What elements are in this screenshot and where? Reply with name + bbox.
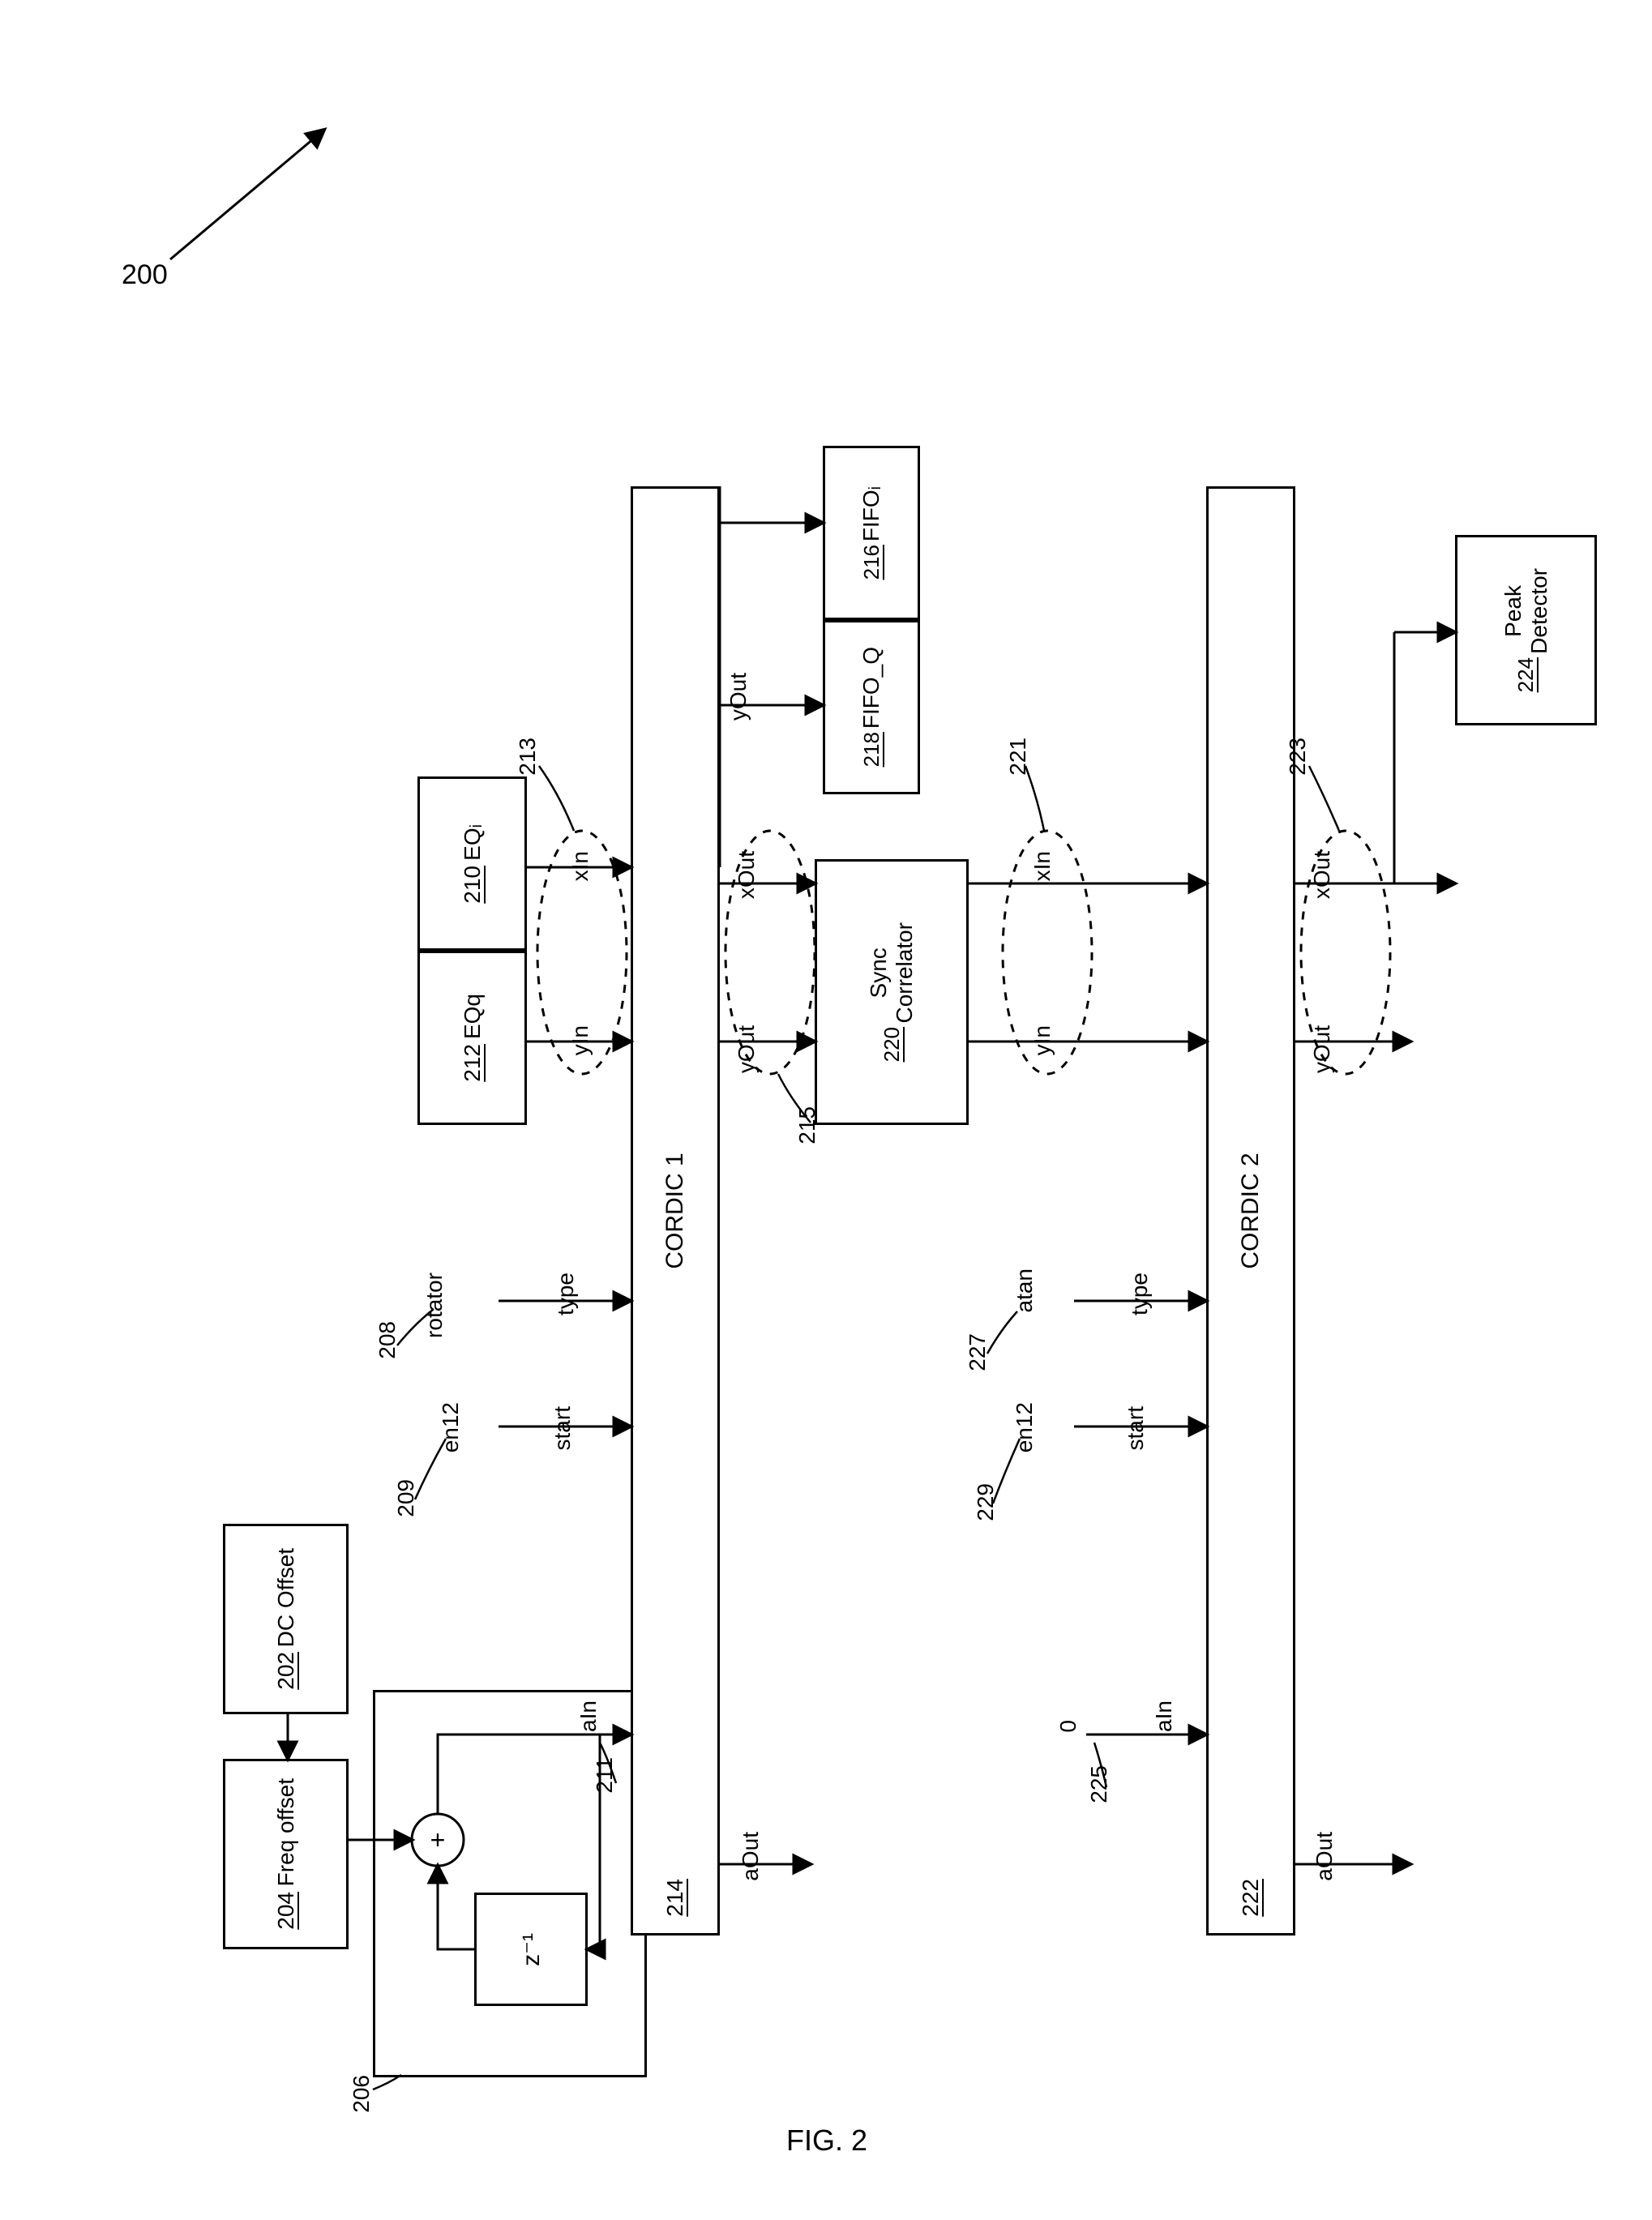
block-eq-i: EQᵢ 210 [417,776,527,951]
cordic1-ref: 214 [662,1879,687,1917]
sync-label1: Sync [866,947,891,998]
block-delay: z⁻¹ [474,1893,588,2006]
callout-211: 211 [592,1757,618,1794]
cordic2-label: CORDIC 2 [1237,1153,1264,1268]
sig-zero: 0 [1055,1720,1081,1733]
diagram-root: 200 DC Offset 202 Freq offset 204 z⁻¹ 20… [32,32,1620,2188]
freq-offset-label: Freq offset [273,1778,298,1886]
sig-en12-1: en12 [438,1402,464,1452]
peak-ref: 224 [1513,657,1538,692]
sig-en12-2: en12 [1012,1402,1038,1452]
sig-start-2: start [1123,1406,1149,1450]
sig-rotator: rotator [422,1273,447,1338]
block-cordic2: CORDIC 2 222 [1206,486,1295,1936]
sig-aout-2: aOut [1312,1832,1337,1881]
sig-yout-1: yOut [734,1025,760,1073]
block-sync-correlator: Sync Correlator 220 [815,859,969,1125]
fifo-q-label: FIFO_Q [858,647,884,729]
block-eq-q: EQq 212 [417,951,527,1125]
fifo-i-ref: 216 [859,545,884,580]
sig-xin-2: xIn [1029,851,1055,881]
eq-i-ref: 210 [460,866,485,904]
freq-offset-ref: 204 [273,1892,298,1930]
dc-offset-ref: 202 [273,1652,298,1690]
block-accumulator [373,1690,647,2077]
fifo-q-ref: 218 [859,732,884,767]
block-fifo-i: FIFOᵢ 216 [823,446,920,620]
cordic1-label: CORDIC 1 [661,1153,688,1268]
callout-208: 208 [374,1321,400,1359]
block-dc-offset: DC Offset 202 [223,1524,349,1714]
figure-number: 200 [122,259,168,291]
block-freq-offset: Freq offset 204 [223,1759,349,1949]
sig-yout-fifoq: yOut [725,673,751,721]
sig-type-2: type [1127,1273,1153,1315]
sig-xin-1: xIn [567,851,593,881]
block-peak-detector: Peak Detector 224 [1455,535,1597,725]
sig-xout-2: xOut [1309,851,1335,899]
sig-xout-1: xOut [734,851,760,899]
peak-label1: Peak [1500,585,1526,637]
eq-q-ref: 212 [460,1044,485,1082]
sig-start-1: start [550,1406,576,1450]
block-cordic1: CORDIC 1 214 [631,486,720,1936]
eq-i-label: EQᵢ [460,824,485,861]
callout-221: 221 [1005,738,1031,776]
figure-caption: FIG. 2 [786,2124,867,2158]
callout-215: 215 [794,1106,820,1144]
sync-ref: 220 [879,1027,904,1062]
sig-type-1: type [553,1273,579,1315]
sig-ain-1: aIn [576,1700,601,1732]
callout-227: 227 [965,1333,991,1371]
callout-225: 225 [1086,1765,1112,1803]
callout-209: 209 [393,1479,419,1517]
sig-yin-1: yIn [567,1025,593,1055]
eq-q-label: EQq [460,994,485,1039]
fifo-i-label: FIFOᵢ [858,486,884,541]
sig-yin-2: yIn [1029,1025,1055,1055]
sig-aout-1: aOut [738,1832,764,1881]
sig-ain-2: aIn [1151,1700,1177,1732]
callout-223: 223 [1285,738,1311,776]
delay-label: z⁻¹ [518,1933,545,1966]
peak-label2: Detector [1526,568,1551,654]
sig-yout-2: yOut [1309,1025,1335,1073]
sync-label2: Correlator [892,922,917,1023]
cordic2-ref: 222 [1238,1879,1263,1917]
accumulator-ref: 206 [349,2075,374,2113]
callout-229: 229 [973,1483,999,1521]
dc-offset-label: DC Offset [273,1548,298,1647]
block-fifo-q: FIFO_Q 218 [823,620,920,794]
callout-213: 213 [515,738,541,776]
sig-atan: atan [1012,1268,1038,1313]
